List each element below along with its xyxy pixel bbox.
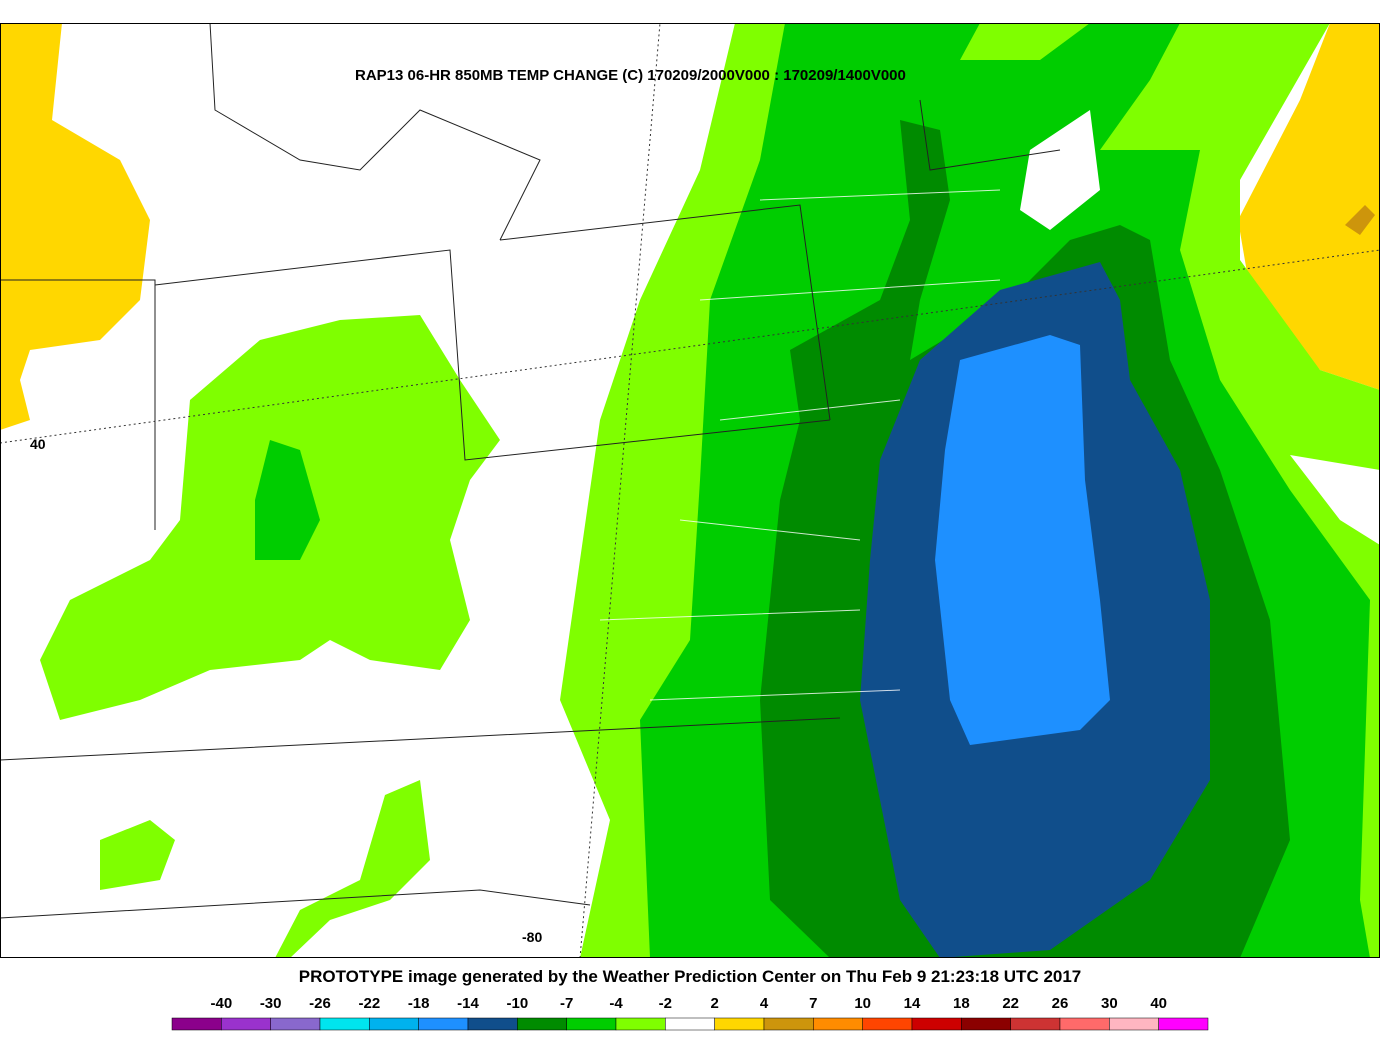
contour-green bbox=[255, 440, 320, 560]
contour-light-green bbox=[100, 820, 175, 890]
legend-label: -30 bbox=[260, 995, 282, 1012]
legend-label: 30 bbox=[1101, 995, 1118, 1012]
legend-swatch bbox=[763, 1017, 814, 1031]
longitude-line bbox=[579, 22, 661, 959]
legend-swatch bbox=[1158, 1017, 1209, 1031]
legend-label: 26 bbox=[1052, 995, 1069, 1012]
legend-swatch bbox=[418, 1017, 469, 1031]
legend-swatch bbox=[467, 1017, 518, 1031]
legend-label: -18 bbox=[408, 995, 430, 1012]
legend-label: -40 bbox=[210, 995, 232, 1012]
legend-label: -26 bbox=[309, 995, 331, 1012]
legend-swatch bbox=[1059, 1017, 1110, 1031]
legend-label: -7 bbox=[560, 995, 573, 1012]
legend-swatch bbox=[961, 1017, 1011, 1031]
footer: PROTOTYPE image generated by the Weather… bbox=[299, 967, 1082, 986]
legend-swatch bbox=[813, 1017, 863, 1031]
legend-label: 40 bbox=[1150, 995, 1167, 1012]
longitude-label: -80 bbox=[522, 929, 542, 945]
contour-white bbox=[1020, 110, 1100, 230]
contour-yellow bbox=[1238, 23, 1380, 390]
legend-label: 7 bbox=[809, 995, 817, 1012]
latitude-line bbox=[0, 249, 1380, 444]
legend-label: -14 bbox=[457, 995, 479, 1012]
legend-label: 2 bbox=[710, 995, 718, 1012]
contour-light-green bbox=[275, 780, 430, 958]
legend-swatch bbox=[911, 1017, 962, 1031]
legend-swatch bbox=[221, 1017, 271, 1031]
legend-swatch bbox=[369, 1017, 419, 1031]
legend-swatch bbox=[665, 1017, 715, 1031]
contour-blue bbox=[935, 335, 1110, 745]
map-title: RAP13 06-HR 850MB TEMP CHANGE (C) 170209… bbox=[355, 67, 906, 84]
legend-label: 10 bbox=[854, 995, 871, 1012]
legend-swatch bbox=[517, 1017, 567, 1031]
map: RAP13 06-HR 850MB TEMP CHANGE (C) 170209… bbox=[0, 22, 1380, 959]
legend-label: 18 bbox=[953, 995, 970, 1012]
legend-swatch bbox=[615, 1017, 666, 1031]
legend-swatch bbox=[862, 1017, 913, 1031]
legend-label: 14 bbox=[904, 995, 921, 1012]
legend-swatch bbox=[714, 1017, 765, 1031]
contour-yellow bbox=[0, 23, 150, 430]
legend-label: -4 bbox=[609, 995, 623, 1012]
state-borders bbox=[0, 22, 1061, 919]
legend-label: -22 bbox=[358, 995, 380, 1012]
latitude-label: 40 bbox=[30, 436, 46, 452]
legend-swatch bbox=[566, 1017, 617, 1031]
county-lines bbox=[599, 189, 1001, 701]
contour-orange bbox=[1345, 205, 1375, 235]
legend-label: 4 bbox=[760, 995, 769, 1012]
legend-swatch bbox=[1010, 1017, 1061, 1031]
legend-swatch bbox=[171, 1017, 222, 1031]
legend-label: -10 bbox=[506, 995, 528, 1012]
legend-label: -2 bbox=[659, 995, 672, 1012]
legend-swatch bbox=[270, 1017, 321, 1031]
legend: -40 -30 -26 -22 -18 -14 -10 -7 -4 -2 2 4 7 10 14 18 22 26… bbox=[171, 995, 1209, 1031]
legend-swatch bbox=[1109, 1017, 1159, 1031]
legend-label: 22 bbox=[1002, 995, 1019, 1012]
legend-swatch bbox=[319, 1017, 370, 1031]
